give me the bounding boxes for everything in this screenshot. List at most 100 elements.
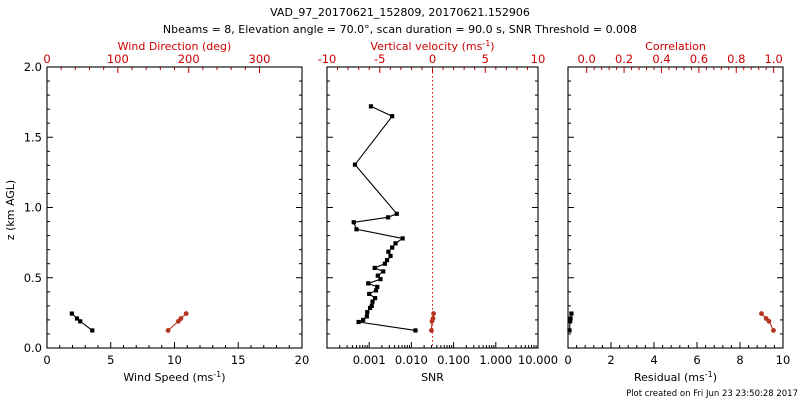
panel-2-x-tick-label: 10.000 <box>518 353 558 367</box>
panel-2-series-1-point <box>393 241 398 246</box>
panel-2-series-1-point <box>390 114 395 119</box>
panel-2-series-1-point <box>364 314 369 319</box>
panel-2-top-tick-label: -10 <box>318 52 337 66</box>
panel-3-top-tick-label: 0.4 <box>652 52 670 66</box>
panel-1-series-2-point <box>165 328 171 333</box>
panel-2-series-1-point <box>394 211 399 216</box>
panel-3-top-tick-label: 0.2 <box>615 52 633 66</box>
panel-3-top-axis-label: Correlation <box>645 40 706 53</box>
panel-2-series-1-point <box>365 310 370 315</box>
panel-3: Correlation 0.0 0.2 0.4 0.6 0.8 1.0 0 2 4 6 8 10 Resi… <box>564 40 790 384</box>
panel-2-series-1-point <box>385 215 391 220</box>
panel-2-series-1-point <box>388 253 393 259</box>
panel-3-top-tick-label: 0.0 <box>578 52 596 66</box>
panel-2-series-1-point <box>366 281 371 286</box>
panel-2-top-tick-label: 5 <box>482 52 489 66</box>
panel-2-series-1-point <box>378 277 383 282</box>
panel-1-series-2-point <box>183 311 189 316</box>
panel-2-x-axis-label: SNR <box>421 371 444 384</box>
panel-2-series-1-point <box>384 258 390 263</box>
panel-2-series-1-point <box>351 220 356 225</box>
panel-1-series-2-point <box>175 318 181 324</box>
panel-2-series-1-point <box>356 319 361 325</box>
panel-1-x-axis-label-text: Wind Speed (ms-1) <box>123 370 225 384</box>
panel-3-x-tick-label: 10 <box>776 353 791 367</box>
panel-3-series-1-point <box>568 316 573 321</box>
panel-2-series-1-point <box>381 269 386 274</box>
panel-2-x-tick-label: 1.000 <box>479 353 512 367</box>
figure-title: VAD_97_20170621_152809, 20170621.152906 <box>270 6 530 19</box>
panel-2-series-1-point <box>382 261 387 266</box>
panel-2-x-axis-label-text: SNR <box>421 371 444 384</box>
panel-3-x-axis-label: Residual (ms-1) <box>634 370 717 384</box>
panel-3-frame <box>567 66 784 349</box>
panel-1-top-tick-label: 200 <box>178 52 200 66</box>
panel-1-x-tick-label: 0 <box>43 353 50 367</box>
panel-2-series-1-point <box>370 299 375 304</box>
panel-2-top-axis-label-text: Vertical velocity (ms-1) <box>370 39 494 53</box>
panel-2-series-1-point <box>373 296 378 301</box>
panel-1-x-tick-label: 20 <box>295 353 310 367</box>
panel-2-series-1-point <box>367 305 373 311</box>
panel-1: Wind Direction (deg)0 100 200 3000.00.51.01… <box>24 40 310 384</box>
y-tick-label: 2.0 <box>24 60 42 74</box>
figure-subtitle: Nbeams = 8, Elevation angle = 70.0°, sca… <box>163 23 637 36</box>
panel-1-top-tick-label: 0 <box>43 52 50 66</box>
panel-3-series-1-point <box>567 328 572 333</box>
y-tick-label: 1.0 <box>24 201 42 215</box>
panel-2-series-1-point <box>390 245 395 250</box>
panel-1-top-axis-label: Wind Direction (deg) <box>118 40 232 53</box>
panel-3-top-axis-label-text: Correlation <box>645 40 706 53</box>
panel-1-series-1-point <box>90 328 95 333</box>
panel-3-series-2-point <box>766 318 772 324</box>
panel-3-series-1-point <box>568 319 573 324</box>
panel-3-top-tick-label: 0.6 <box>690 52 708 66</box>
panel-1-series-1-point <box>74 316 80 321</box>
panel-2-series-1-point <box>400 236 405 241</box>
panel-2-series-1-point <box>367 291 372 297</box>
panel-3-series-2-point <box>771 328 776 333</box>
panel-1-x-tick-label: 15 <box>231 353 246 367</box>
panel-2-series-1-point <box>361 317 366 322</box>
panel-3-top-tick-label: 1.0 <box>765 52 783 66</box>
panel-1-top-axis-label-text: Wind Direction (deg) <box>118 40 232 53</box>
y-tick-label: 0.5 <box>24 271 42 285</box>
panel-2-top-tick-label: 10 <box>531 52 546 66</box>
plot-credit: Plot created on Fri Jun 23 23:50:28 2017 <box>626 389 798 399</box>
panel-2-series-1-point <box>352 162 358 167</box>
panel-2-series-2-point <box>429 318 435 324</box>
panel-3-series-2-point <box>759 311 764 316</box>
panel-1-top-tick-label: 100 <box>107 52 129 66</box>
panel-2-series-1-point <box>369 303 374 308</box>
panel-2-series-2-point <box>431 311 436 316</box>
panel-2-series-1-point <box>413 328 418 333</box>
panel-3-x-tick-label: 0 <box>564 353 571 367</box>
panel-1-series-1-point <box>69 311 74 316</box>
panel-2-series-1-point <box>375 273 380 278</box>
panel-2-top-tick-label: -5 <box>374 52 385 66</box>
panel-2-x-tick-label: 0.100 <box>437 353 470 367</box>
panel-2-x-tick-label: 0.010 <box>395 353 428 367</box>
panel-3-x-tick-label: 8 <box>736 353 743 367</box>
panel-1-x-tick-label: 5 <box>107 353 114 367</box>
panel-3-top-tick-label: 0.8 <box>727 52 745 66</box>
panel-1-x-tick-label: 10 <box>167 353 182 367</box>
panel-2-x-tick-label: 0.001 <box>353 353 386 367</box>
panel-3-series-1-point <box>569 311 574 316</box>
panel-2-series-1-point <box>372 265 377 271</box>
panel-2-series-1-point <box>386 249 391 254</box>
panel-2-top-axis-label: Vertical velocity (ms-1) <box>370 39 494 53</box>
panel-1-top-tick-label: 300 <box>249 52 271 66</box>
panel-2-series-1-point <box>375 284 380 289</box>
panel-2-series-1-line <box>352 105 416 331</box>
panel-2-series-2-point <box>429 328 434 333</box>
panels-group: Wind Direction (deg)0 100 200 3000.00.51.01… <box>24 39 791 384</box>
panel-2-series-1-point <box>373 288 379 293</box>
panel-2: Vertical velocity (ms-1) -10 -5 0 5 10 0.001 0.… <box>318 39 559 384</box>
y-axis-label: z (km AGL) <box>4 180 17 240</box>
panel-3-x-tick-label: 4 <box>650 353 657 367</box>
y-tick-label: 0.0 <box>24 341 42 355</box>
panel-3-x-axis-label-text: Residual (ms-1) <box>634 370 717 384</box>
panel-1-frame <box>46 66 303 349</box>
